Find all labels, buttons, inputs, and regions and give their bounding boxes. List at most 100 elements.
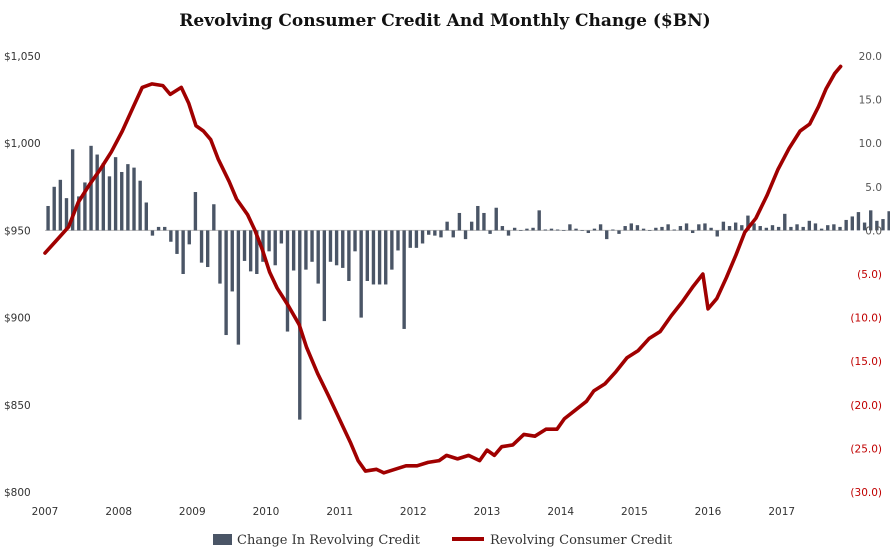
bar [672, 229, 676, 231]
bar [482, 212, 486, 231]
bar [414, 230, 419, 248]
bar [875, 220, 879, 231]
bar [678, 226, 683, 231]
x-tick-label: 2013 [474, 506, 501, 518]
bar [138, 180, 142, 231]
bar [543, 229, 548, 231]
bar [273, 230, 277, 266]
bar [770, 225, 775, 231]
bar [169, 230, 173, 242]
bar [439, 230, 443, 238]
bar [371, 230, 376, 285]
bar [457, 212, 462, 231]
bar [199, 230, 204, 263]
bar [95, 154, 99, 231]
left-tick-label: $1,050 [4, 51, 41, 63]
bar [255, 230, 259, 274]
bar [549, 228, 554, 231]
bar [101, 163, 106, 231]
bar [248, 230, 253, 272]
bar [285, 230, 290, 332]
bar [703, 223, 707, 231]
x-tick-label: 2007 [32, 506, 59, 518]
bar [531, 227, 535, 231]
bar [648, 230, 652, 231]
bar [598, 224, 603, 231]
bar [384, 230, 388, 285]
bar [697, 224, 701, 231]
bar [408, 230, 412, 248]
bar [476, 205, 480, 231]
series-line [43, 64, 843, 475]
bar [212, 204, 216, 231]
bar [813, 223, 818, 231]
bar [764, 227, 769, 231]
bar [316, 230, 320, 284]
bar [819, 228, 824, 231]
right-tick-label: 5.0 [865, 182, 882, 194]
chart-title: Revolving Consumer Credit And Monthly Ch… [179, 11, 710, 31]
line-series-revolving-consumer-credit [43, 64, 843, 475]
bar [641, 228, 646, 231]
bar [611, 229, 615, 231]
legend: Change In Revolving Credit Revolving Con… [213, 533, 673, 548]
bar [267, 230, 271, 252]
bar [64, 198, 69, 231]
bar [776, 226, 781, 231]
bar [390, 230, 394, 270]
bar [107, 176, 112, 231]
bar [113, 157, 118, 231]
x-axis: 2007 2008 2009 2010 2011 2012 2013 2014 2015 2016… [32, 506, 795, 518]
bar [359, 230, 363, 318]
bar [844, 219, 848, 231]
bar [629, 223, 633, 231]
bar [512, 227, 517, 231]
bar [586, 230, 591, 234]
bar [881, 219, 885, 231]
legend-swatch-bar [213, 534, 232, 545]
bar [181, 230, 185, 274]
right-tick-label: (30.0) [850, 487, 882, 499]
x-tick-label: 2011 [326, 506, 353, 518]
left-axis: $800 $850 $900 $950 $1,000 $1,050 [4, 51, 41, 499]
bar [519, 230, 523, 231]
bar [850, 216, 854, 231]
bar [120, 171, 124, 231]
bar [469, 221, 474, 231]
bar [684, 223, 689, 231]
bar [427, 230, 431, 235]
bar [206, 230, 210, 268]
bar [568, 224, 572, 231]
bar [727, 226, 732, 231]
bar [236, 230, 241, 345]
x-tick-label: 2015 [621, 506, 648, 518]
bar [193, 192, 198, 231]
bar [322, 230, 327, 322]
bar [126, 164, 130, 231]
right-tick-label: (25.0) [850, 443, 882, 455]
bar [715, 230, 719, 237]
bar [666, 224, 670, 231]
bar [623, 226, 627, 231]
bar [463, 230, 468, 240]
right-tick-label: (10.0) [850, 313, 882, 325]
right-tick-label: 20.0 [859, 51, 882, 63]
left-tick-label: $900 [4, 313, 31, 325]
bar [175, 230, 179, 254]
bar [144, 202, 148, 231]
bar [77, 196, 81, 231]
right-tick-label: 10.0 [859, 138, 882, 150]
bar [224, 230, 228, 336]
bar [494, 207, 498, 231]
right-tick-label: (15.0) [850, 356, 882, 368]
bar [396, 230, 400, 251]
bar [347, 230, 351, 281]
legend-label-line: Revolving Consumer Credit [490, 533, 673, 548]
bar [132, 167, 136, 231]
left-tick-label: $800 [4, 487, 31, 499]
bar [733, 222, 738, 231]
bar [433, 230, 437, 236]
bar [758, 226, 762, 231]
bar [807, 220, 812, 231]
